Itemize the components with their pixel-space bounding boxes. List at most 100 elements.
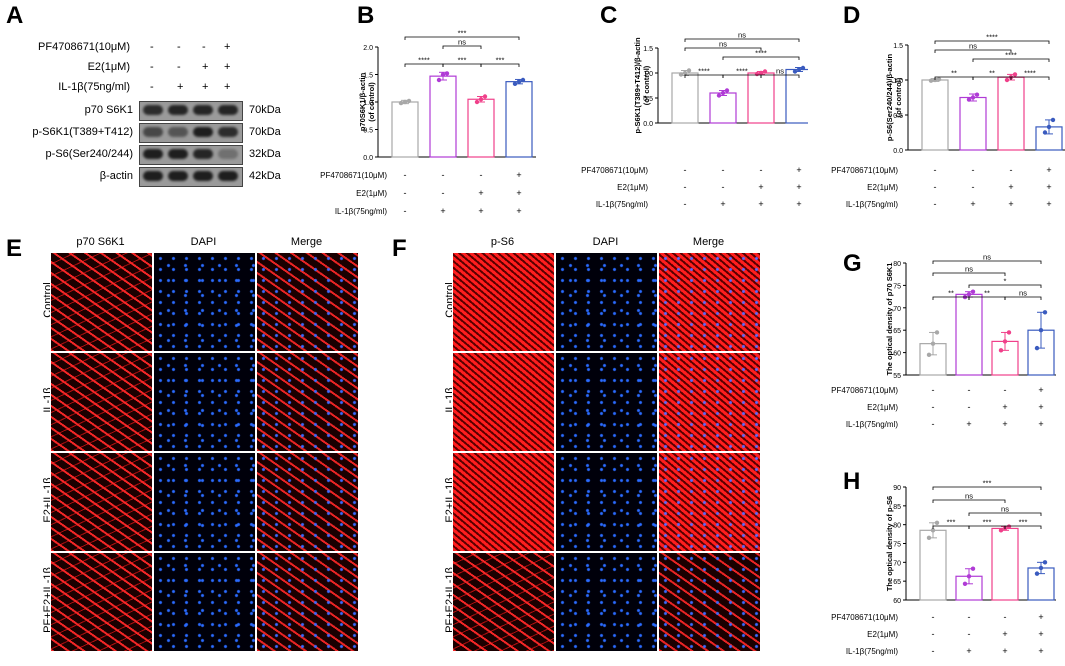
treatment-sign: + — [1002, 402, 1007, 412]
bar — [919, 529, 947, 601]
y-tick-label: 1.0 — [363, 100, 373, 107]
sig-label: ns — [458, 38, 466, 47]
data-point — [1038, 328, 1044, 333]
sig-label: ns — [965, 492, 973, 501]
sig-bracket — [442, 45, 482, 49]
sig-label: ** — [989, 69, 995, 78]
y-tick-label: 0.0 — [363, 155, 373, 162]
sig-label: **** — [1024, 69, 1036, 78]
data-point — [1042, 310, 1048, 315]
treatment-sign: - — [722, 165, 725, 175]
blot-lane-band — [218, 127, 238, 137]
micrograph — [50, 252, 153, 352]
blot-lane-band — [193, 127, 213, 137]
y-tick-label: 60 — [893, 351, 901, 358]
treatment-sign: + — [1002, 646, 1007, 656]
treatment-sign: + — [1038, 419, 1043, 429]
panel-label-f: F — [392, 235, 407, 262]
sig-bracket — [968, 284, 1042, 288]
data-point — [402, 99, 408, 105]
data-point — [930, 528, 936, 533]
data-point — [966, 574, 972, 579]
sig-label: ns — [983, 253, 991, 262]
sig-label: ** — [984, 289, 990, 298]
treatment-label: PF4708671(10μM) — [38, 41, 130, 53]
data-point — [970, 289, 976, 294]
y-tick-label: 55 — [893, 373, 901, 380]
panel-label-d: D — [843, 2, 861, 29]
sig-label: ns — [738, 31, 746, 40]
data-point — [998, 528, 1004, 533]
treatment-sign: + — [1002, 419, 1007, 429]
treatment-sign: + — [758, 199, 763, 209]
treatment-sign: + — [516, 206, 521, 216]
blot-lane-band — [193, 105, 213, 115]
micrograph-column-label: DAPI — [190, 236, 217, 248]
blot-lane-band — [168, 149, 188, 159]
treatment-sign: - — [932, 385, 935, 395]
data-point — [512, 81, 518, 87]
data-point — [998, 348, 1004, 353]
micrograph — [256, 352, 359, 452]
blot-band — [139, 123, 243, 143]
y-axis-label: (of control) — [367, 82, 376, 122]
bar — [505, 81, 533, 158]
data-point — [974, 92, 980, 97]
micrograph — [452, 552, 555, 652]
bar — [747, 72, 775, 124]
micrograph — [658, 552, 761, 652]
sig-bracket — [968, 512, 1042, 516]
data-point — [520, 77, 526, 83]
panel-label-a: A — [6, 2, 24, 29]
sig-bracket — [480, 63, 520, 67]
micrograph-column-label: p70 S6K1 — [76, 236, 125, 248]
y-axis-label: (of control) — [642, 65, 651, 105]
sig-label: *** — [496, 56, 505, 65]
y-tick-label: 0.5 — [643, 96, 653, 103]
bar — [785, 68, 808, 124]
treatment-sign: - — [972, 182, 975, 192]
data-point — [444, 71, 450, 76]
y-axis-label: The optical density of p70 S6K1 — [885, 263, 894, 376]
sig-label: **** — [986, 33, 998, 42]
y-tick-label: 1.0 — [643, 71, 653, 78]
data-point — [436, 77, 442, 83]
micrograph — [153, 352, 256, 452]
sig-bracket — [722, 56, 800, 60]
sig-bracket — [684, 38, 800, 42]
sig-bracket — [404, 36, 520, 40]
treatment-sign: - — [932, 419, 935, 429]
treatment-label: IL-1β(75ng/ml) — [58, 81, 130, 93]
sig-label: **** — [418, 56, 430, 65]
data-point — [686, 68, 692, 73]
treatment-sign: - — [968, 385, 971, 395]
chart-d: 0.0 0.5 1.0 1.5 p-S6(Ser240/244)/β-actin (of … — [831, 33, 1065, 209]
bar — [391, 101, 419, 158]
treatment-sign: + — [796, 199, 801, 209]
sig-bracket — [1010, 76, 1050, 80]
data-point — [758, 70, 764, 76]
treatment-label: PF4708671(10μM) — [581, 166, 648, 175]
blot-lane-band — [168, 171, 188, 181]
treatment-sign: - — [684, 199, 687, 209]
treatment-label: PF4708671(10μM) — [831, 613, 898, 622]
sig-bracket — [684, 47, 762, 51]
data-point — [398, 100, 404, 106]
data-point — [1046, 124, 1052, 130]
data-point — [1006, 330, 1012, 335]
y-tick-label: 80 — [893, 261, 901, 268]
micrograph — [555, 352, 658, 452]
band-name: p-S6(Ser240/244) — [45, 148, 133, 160]
treatment-label: IL-1β(75ng/ml) — [596, 200, 649, 209]
data-point — [796, 67, 802, 72]
treatment-sign: + — [970, 199, 975, 209]
sig-bracket — [1004, 525, 1042, 529]
treatment-sign: + — [1046, 182, 1051, 192]
y-axis-label: p-S6(Ser240/244)/β-actin — [885, 54, 894, 142]
data-point — [1042, 130, 1048, 135]
blot-band — [139, 101, 243, 121]
micrograph — [50, 352, 153, 452]
panel-label-e: E — [6, 235, 23, 262]
data-point — [936, 77, 942, 82]
y-tick-label: 1.0 — [893, 78, 903, 85]
